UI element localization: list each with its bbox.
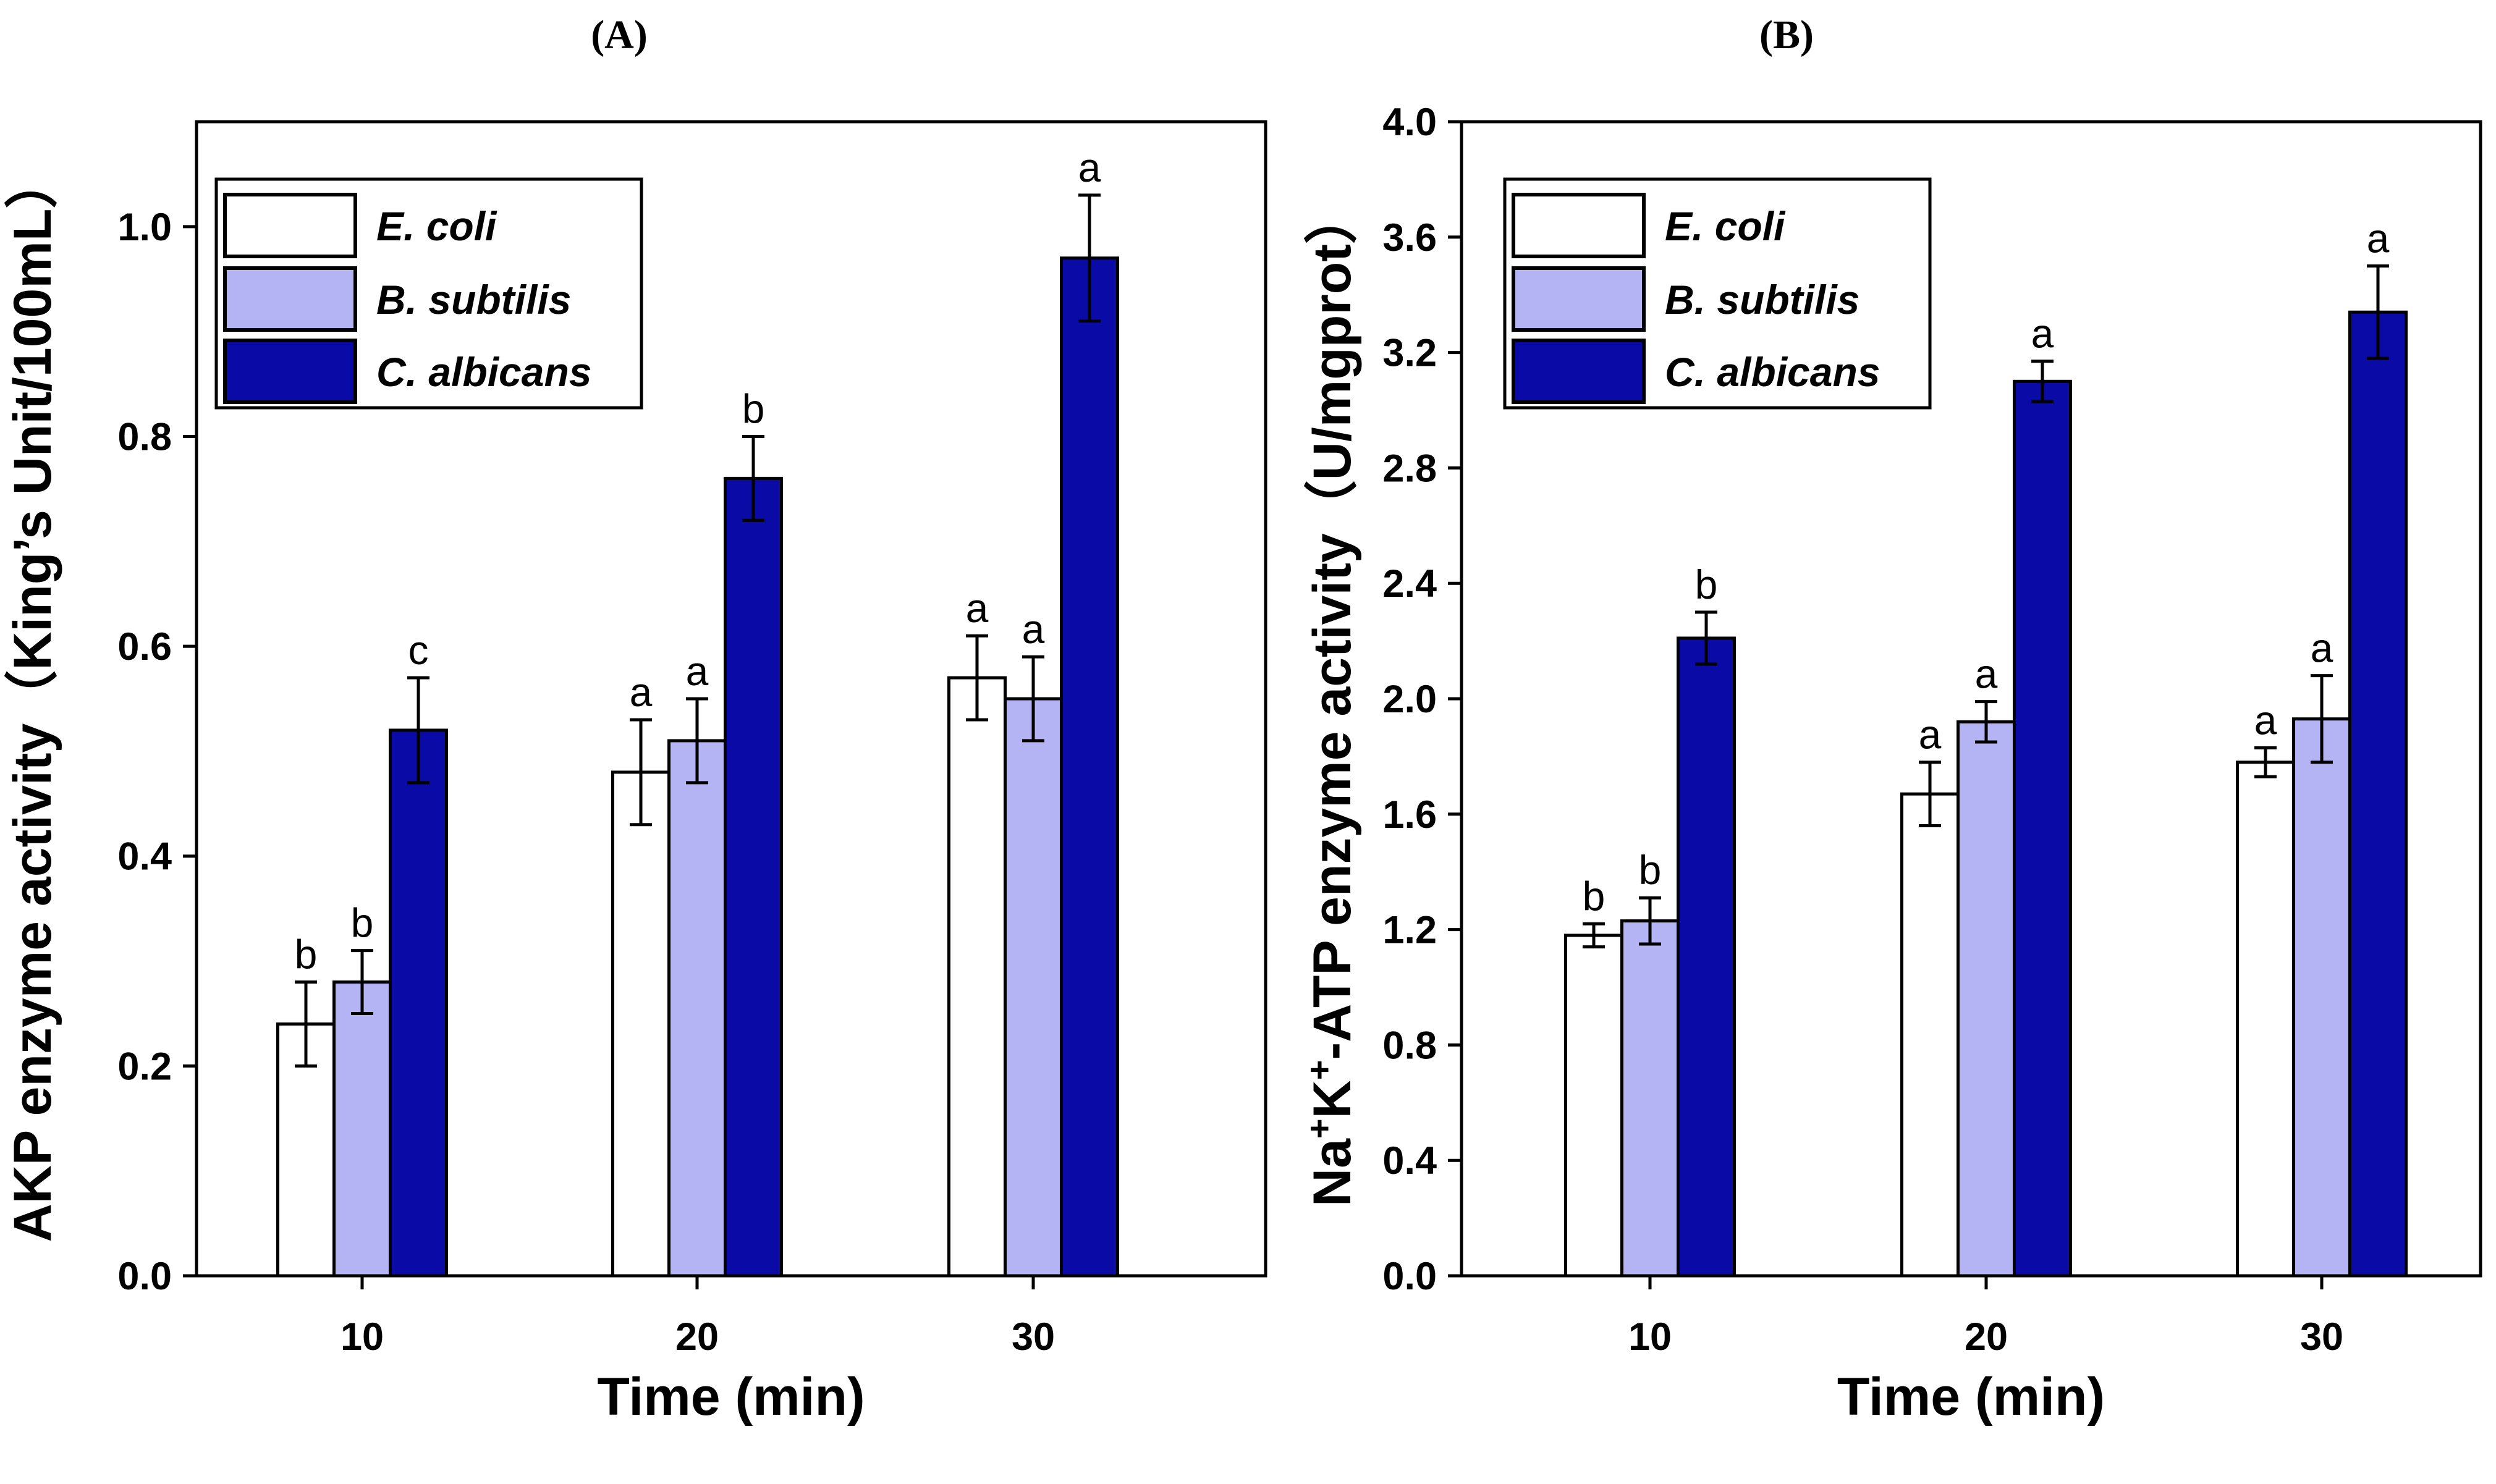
y-tick-label: 0.8 — [117, 415, 172, 458]
y-tick-label: 3.2 — [1382, 332, 1437, 375]
y-axis-title-part: -ATP enzyme activity（U/mgprot） — [1303, 191, 1362, 1060]
y-axis-title-part: + — [1300, 1118, 1339, 1139]
panel-label: (A) — [591, 12, 648, 57]
bar — [1564, 934, 1623, 1278]
y-tick-label: 2.0 — [1382, 678, 1437, 721]
y-tick-label: 0.2 — [117, 1045, 172, 1088]
significance-letter: b — [1639, 847, 1662, 893]
significance-letter: b — [351, 900, 374, 946]
legend-swatch — [1512, 339, 1646, 404]
legend-label: C. albicans — [376, 349, 591, 395]
y-tick-label: 2.4 — [1382, 562, 1437, 605]
bar — [611, 770, 671, 1278]
bar — [1620, 919, 1680, 1278]
legend-swatch — [223, 339, 357, 404]
bar — [1957, 720, 2016, 1278]
y-tick-label: 1.2 — [1382, 909, 1437, 952]
bar — [1900, 792, 1960, 1278]
y-tick-label: 1.0 — [117, 206, 172, 249]
bar — [667, 739, 727, 1278]
significance-letter: a — [1022, 606, 1045, 652]
y-tick-label: 0.0 — [117, 1255, 172, 1298]
x-tick-label: 10 — [341, 1315, 384, 1359]
bar — [2348, 310, 2408, 1278]
legend: E. coli B. subtilis C. albicans — [214, 177, 643, 410]
bar — [389, 728, 448, 1278]
significance-letter: b — [742, 386, 765, 431]
y-tick-label: 4.0 — [1382, 101, 1437, 144]
y-tick-label: 0.8 — [1382, 1024, 1437, 1067]
significance-letter: a — [2311, 625, 2333, 671]
y-tick-label: 2.8 — [1382, 447, 1437, 490]
bar — [1004, 697, 1063, 1278]
significance-letter: b — [1695, 562, 1718, 607]
chart-panel-b: (B)ba abaabaa0.00.40.81.21.62.02.42.83.23… — [1300, 12, 2482, 1427]
significance-letter: a — [630, 669, 653, 715]
bar — [2236, 761, 2295, 1278]
significance-letter: b — [295, 932, 318, 977]
plot-frame — [195, 120, 1267, 1278]
legend-label: E. coli — [376, 203, 497, 249]
bar — [1060, 256, 1119, 1278]
x-axis-title: Time (min) — [597, 1367, 865, 1427]
x-axis-title: Time (min) — [1837, 1367, 2105, 1427]
significance-letter: a — [2367, 216, 2390, 261]
y-tick-label: 0.4 — [1382, 1139, 1437, 1183]
legend-swatch — [223, 266, 357, 332]
legend-swatch — [1512, 193, 1646, 258]
y-tick-label: 0.4 — [117, 835, 172, 879]
y-tick-label: 1.6 — [1382, 793, 1437, 837]
bar — [947, 676, 1007, 1278]
significance-letter: a — [966, 585, 989, 631]
x-tick-label: 30 — [2300, 1315, 2343, 1359]
x-tick-label: 30 — [1012, 1315, 1055, 1359]
significance-letter: a — [1078, 145, 1101, 190]
significance-letter: c — [408, 627, 429, 673]
bar — [2292, 717, 2351, 1278]
y-tick-label: 0.0 — [1382, 1255, 1437, 1298]
panel-label: (B) — [1759, 12, 1814, 57]
bar — [2013, 379, 2072, 1278]
significance-letter: a — [2031, 311, 2054, 356]
bar — [1677, 636, 1736, 1278]
y-axis-title-part: K — [1303, 1080, 1362, 1118]
legend: E. coli B. subtilis C. albicans — [1503, 177, 1932, 410]
y-tick-label: 3.6 — [1382, 216, 1437, 259]
bar — [724, 476, 783, 1278]
y-axis-title: Na+K+-ATP enzyme activity（U/mgprot） — [1300, 191, 1363, 1207]
legend-swatch — [1512, 266, 1646, 332]
significance-letter: a — [686, 648, 709, 694]
y-axis-title-part: Na — [1303, 1138, 1362, 1207]
y-axis-title: AKP enzyme activity（King’s Unit/100mL） — [3, 156, 62, 1242]
y-axis-title-part: + — [1300, 1060, 1339, 1081]
legend-label: B. subtilis — [376, 277, 571, 323]
legend-label: C. albicans — [1665, 349, 1880, 395]
legend-swatch — [223, 193, 357, 258]
x-tick-label: 10 — [1628, 1315, 1672, 1359]
significance-letter: a — [2254, 697, 2277, 743]
y-tick-label: 0.6 — [117, 625, 172, 668]
legend-label: E. coli — [1665, 203, 1786, 249]
significance-letter: a — [1975, 651, 1998, 697]
significance-letter: b — [1583, 873, 1605, 919]
bar — [332, 980, 392, 1278]
x-tick-label: 20 — [675, 1315, 719, 1359]
legend-label: B. subtilis — [1665, 277, 1859, 323]
significance-letter: a — [1919, 712, 1942, 757]
x-tick-label: 20 — [1965, 1315, 2008, 1359]
